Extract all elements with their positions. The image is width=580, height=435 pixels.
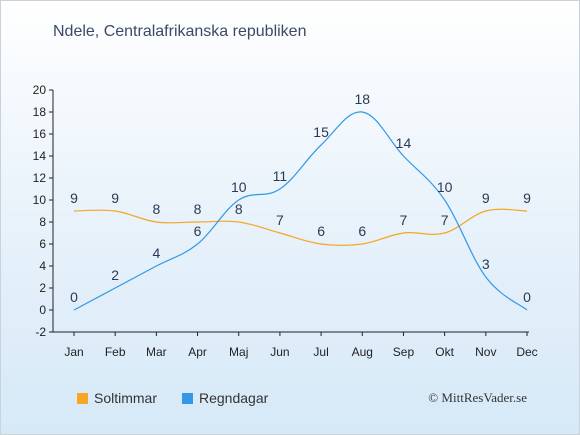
x-tick-label: Jun <box>270 345 289 359</box>
legend-swatch-regndagar <box>182 392 193 404</box>
x-tick-label: Jan <box>64 345 83 359</box>
data-label-regndagar: 11 <box>273 168 288 184</box>
y-tick-label: 20 <box>33 83 47 97</box>
series-line-regndagar <box>73 111 528 311</box>
chart-title: Ndele, Centralafrikanska republiken <box>53 23 307 40</box>
x-tick-label: Aug <box>352 345 373 359</box>
data-label-regndagar: 3 <box>482 256 490 272</box>
data-label-regndagar: 10 <box>231 179 247 195</box>
data-label-soltimmar: 7 <box>276 212 284 228</box>
data-label-regndagar: 15 <box>313 124 329 140</box>
data-label-regndagar: 14 <box>396 135 412 151</box>
legend-item-regndagar: Regndagar <box>182 390 268 406</box>
series-line-soltimmar <box>73 208 528 247</box>
data-label-regndagar: 0 <box>70 289 78 305</box>
x-tick-label: Apr <box>188 345 207 359</box>
y-tick-label: 12 <box>33 171 47 185</box>
data-label-regndagar: 0 <box>523 289 531 305</box>
legend-label-soltimmar: Soltimmar <box>94 390 158 406</box>
x-tick-label: Sep <box>393 345 415 359</box>
data-label-soltimmar: 6 <box>317 223 325 239</box>
data-label-regndagar: 18 <box>354 91 370 107</box>
data-label-soltimmar: 7 <box>400 212 408 228</box>
y-tick-label: -2 <box>35 325 46 339</box>
x-tick-label: Jul <box>313 345 328 359</box>
data-label-soltimmar: 9 <box>523 190 531 206</box>
data-label-soltimmar: 9 <box>111 190 119 206</box>
y-tick-label: 4 <box>39 259 46 273</box>
y-tick-label: 0 <box>39 303 46 317</box>
legend-label-regndagar: Regndagar <box>199 390 269 406</box>
y-tick-label: 10 <box>33 193 47 207</box>
y-tick-label: 14 <box>33 149 47 163</box>
x-tick-label: Maj <box>229 345 248 359</box>
data-label-regndagar: 10 <box>437 179 453 195</box>
x-tick-label: Mar <box>146 345 167 359</box>
x-tick-label: Dec <box>516 345 537 359</box>
data-label-soltimmar: 8 <box>194 201 202 217</box>
legend-item-soltimmar: Soltimmar <box>77 390 157 406</box>
y-tick-label: 2 <box>39 281 46 295</box>
data-label-regndagar: 4 <box>152 245 160 261</box>
data-label-soltimmar: 6 <box>358 223 366 239</box>
data-label-soltimmar: 8 <box>235 201 243 217</box>
x-tick-label: Feb <box>105 345 126 359</box>
data-label-regndagar: 6 <box>194 223 202 239</box>
y-tick-label: 6 <box>39 237 46 251</box>
y-tick-label: 8 <box>39 215 46 229</box>
data-label-soltimmar: 8 <box>152 201 160 217</box>
data-label-soltimmar: 7 <box>441 212 449 228</box>
data-label-regndagar: 2 <box>111 267 119 283</box>
data-label-soltimmar: 9 <box>482 190 490 206</box>
x-tick-label: Okt <box>435 345 454 359</box>
legend-swatch-soltimmar <box>77 392 88 404</box>
y-tick-label: 16 <box>33 127 47 141</box>
x-tick-label: Nov <box>475 345 496 359</box>
credit-text: © MittResVader.se <box>428 390 527 405</box>
data-label-soltimmar: 9 <box>70 190 78 206</box>
y-tick-label: 18 <box>33 105 47 119</box>
